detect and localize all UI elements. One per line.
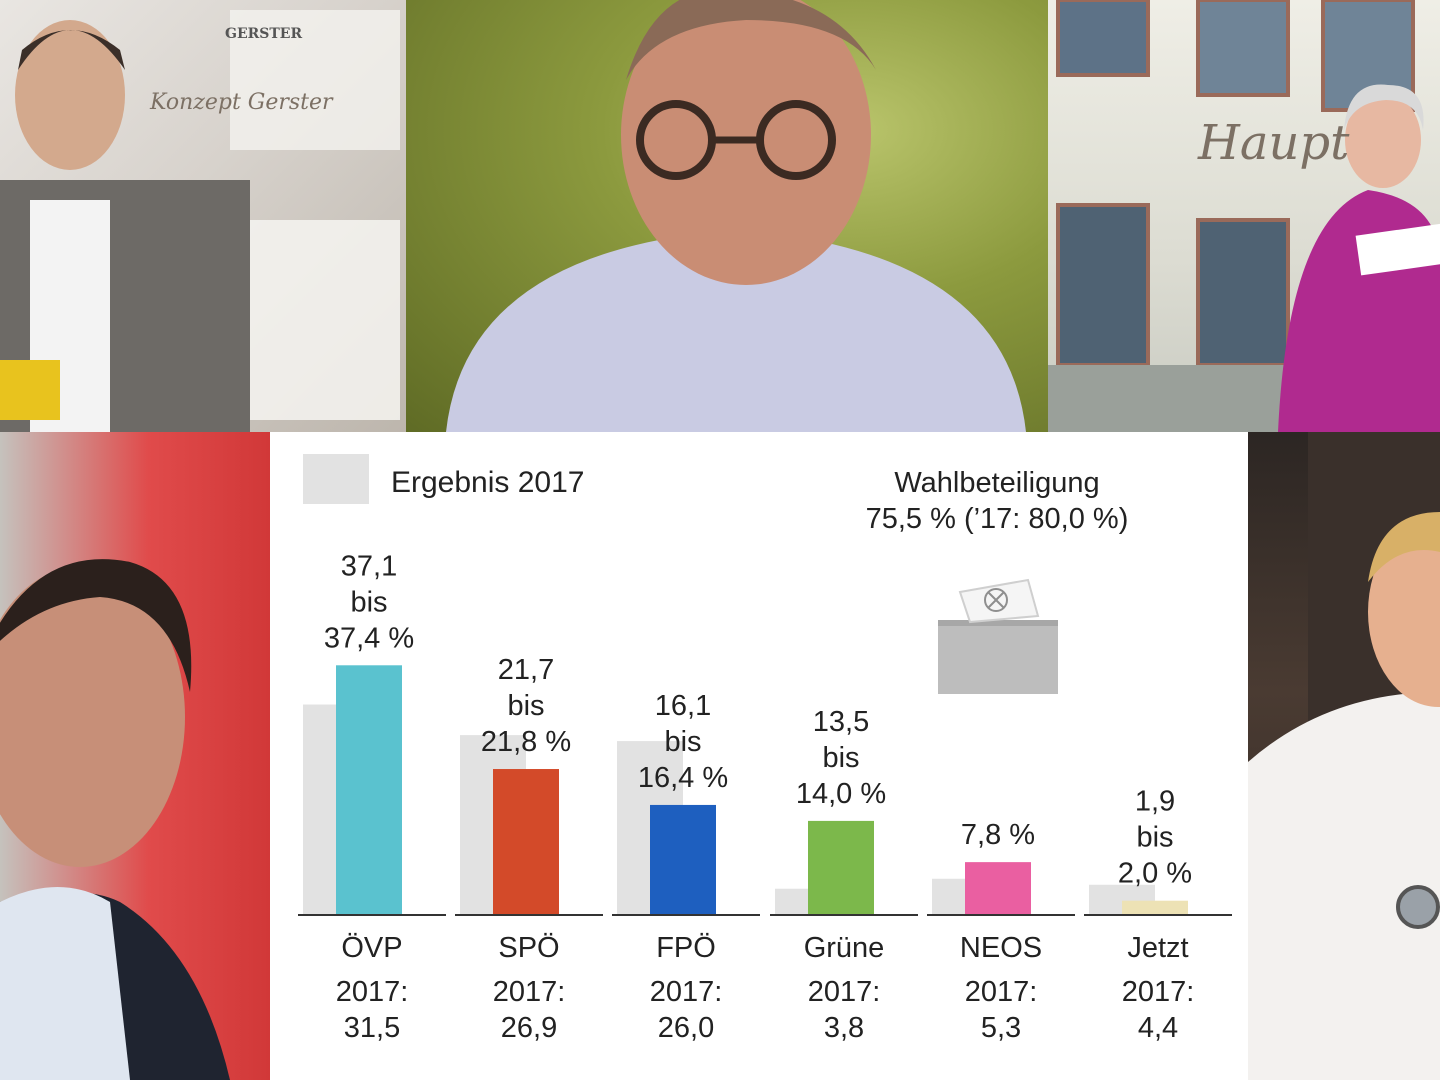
prior-label-0-1: 31,5 [344,1012,400,1044]
turnout-value: 75,5 % (’17: 80,0 %) [866,503,1129,535]
bar-result-1 [493,769,559,914]
photo-top-left-figure [0,10,400,432]
ballot-box-icon [938,578,1058,694]
bar-result-5 [1122,900,1188,914]
bar-result-3 [808,820,874,914]
photo-top-right-figure [1048,0,1440,432]
prior-label-1-1: 26,9 [501,1012,557,1044]
legend-swatch [303,454,369,504]
result-label-5-0: 1,9 [1135,786,1175,818]
category-label-5: Jetzt [1127,932,1188,964]
photo-top-center-figure [446,0,1026,432]
sign-text: Konzept Gerster [150,90,333,115]
photo-top-right: Haupt [1048,0,1440,432]
prior-label-5-1: 4,4 [1138,1012,1178,1044]
prior-label-4-0: 2017: [965,976,1038,1008]
prior-label-3-0: 2017: [808,976,881,1008]
bar-result-0 [336,665,402,914]
prior-label-0-0: 2017: [336,976,409,1008]
result-label-5-2: 2,0 % [1118,858,1192,890]
building-lettering: Haupt [1198,115,1350,171]
photo-bottom-right [1248,432,1440,1080]
photo-top-left: Konzept Gerster GERSTER [0,0,406,432]
election-chart: Ergebnis 2017 Wahlbeteiligung 75,5 % (’1… [270,432,1248,1080]
legend-label: Ergebnis 2017 [391,466,584,499]
turnout-title: Wahlbeteiligung [894,467,1099,499]
category-label-3: Grüne [804,932,885,964]
result-label-2-2: 16,4 % [638,762,728,794]
photo-bottom-left-figure [0,559,230,1080]
result-label-1-0: 21,7 [498,654,554,686]
prior-label-1-0: 2017: [493,976,566,1008]
result-label-3-1: bis [822,742,859,774]
prior-label-4-1: 5,3 [981,1012,1021,1044]
result-label-2-0: 16,1 [655,690,711,722]
result-label-0-0: 37,1 [341,550,397,582]
result-label-4-0: 7,8 % [961,819,1035,851]
category-label-0: ÖVP [341,932,402,964]
category-label-2: FPÖ [656,932,716,964]
result-label-3-2: 14,0 % [796,778,886,810]
photo-bottom-right-figure [1248,432,1440,1080]
photo-top-center [406,0,1048,432]
result-label-3-0: 13,5 [813,706,869,738]
photo-bottom-left [0,432,270,1080]
result-label-0-2: 37,4 % [324,622,414,654]
chart-bars: 37,1 bis 37,4 % ÖVP 2017: 31,5 21,7 bis 21,8 % SP… [298,550,1232,1044]
prior-label-5-0: 2017: [1122,976,1195,1008]
category-label-1: SPÖ [498,932,559,964]
prior-label-3-1: 3,8 [824,1012,864,1044]
result-label-1-2: 21,8 % [481,726,571,758]
bar-result-2 [650,804,716,914]
result-label-1-1: bis [507,690,544,722]
prior-label-2-0: 2017: [650,976,723,1008]
result-label-2-1: bis [664,726,701,758]
bar-result-4 [965,862,1031,914]
prior-label-2-1: 26,0 [658,1012,714,1044]
sign-logo: GERSTER [225,26,303,42]
chart-svg: Ergebnis 2017 Wahlbeteiligung 75,5 % (’1… [298,454,1232,1044]
result-label-0-1: bis [350,586,387,618]
result-label-5-1: bis [1136,822,1173,854]
category-label-4: NEOS [960,932,1042,964]
